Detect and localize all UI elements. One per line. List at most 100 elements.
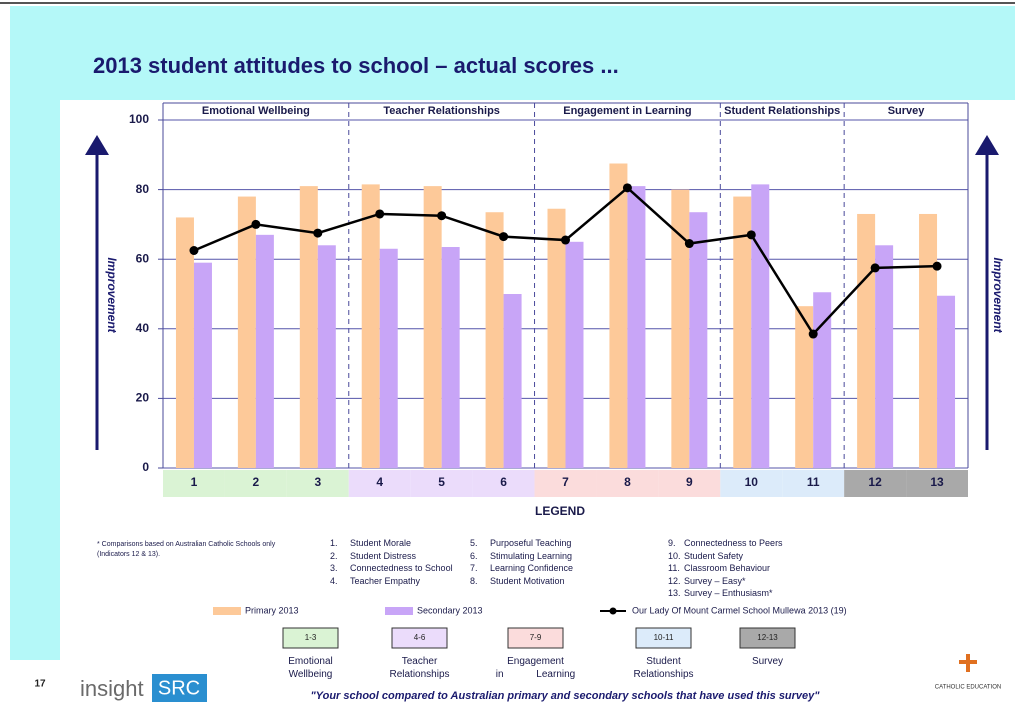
indicator-number: 13. [668,588,681,598]
indicator-number: 11. [668,563,680,573]
line-marker [622,183,632,193]
indicator-name: Connectedness to Peers [684,538,783,548]
x-tick-label: 10 [745,475,759,489]
bar [565,241,584,468]
bar [689,212,708,468]
indicator-number: 7. [470,563,478,573]
line-marker [808,329,818,339]
group-legend-box [739,627,796,649]
group-legend-range: 4-6 [414,633,426,642]
group-legend-box [282,627,339,649]
legend-label: Primary 2013 [245,605,299,615]
x-tick-label: 7 [562,475,569,489]
y-axis-label: Improvement [105,257,119,333]
group-legend-label: Survey [751,656,784,667]
bar [193,262,212,468]
category-band [163,470,225,497]
line-marker [870,263,880,273]
bar [547,208,566,469]
x-tick-label: 8 [624,475,631,489]
category-band [410,470,473,497]
y-axis-label-right: Improvement [991,257,1005,333]
logo-text-box: SRC [158,677,200,699]
header-band [10,6,1015,100]
bar [609,163,628,468]
indicator-name: Student Morale [350,538,412,548]
group-legend-label: Student Relationships [633,656,694,680]
bar [875,245,894,468]
category-band [720,470,783,497]
group-legend-range: 10-11 [654,633,674,642]
indicator-number: 12. [668,575,681,586]
line-marker [746,230,756,240]
bar [237,196,256,468]
bar [503,294,522,468]
indicator-name: Learning Confidence [490,563,574,573]
group-legend-range: 7-9 [530,633,542,642]
category-band [906,470,968,497]
group-header: Teacher Relationships [383,105,500,117]
bar [627,186,646,468]
bar [751,184,770,468]
category-band [472,470,535,497]
indicator-number: 8. [470,575,478,586]
legend-marker [609,607,617,615]
bar [485,212,504,468]
side-band [10,100,60,660]
group-legend-label: Emotional Wellbeing [288,656,333,680]
legend-label: Secondary 2013 [417,605,483,615]
org-name: CATHOLIC EDUCATION [935,685,1001,691]
indicator-name: Connectedness to School [350,563,453,573]
logo-box [152,674,207,702]
group-header: Emotional Wellbeing [202,105,310,117]
indicator-name: Survey – Enthusiasm* [684,588,773,598]
arrow-head-right [975,135,999,155]
indicator-number: 6. [470,550,478,561]
legend-title: LEGEND [535,504,585,518]
group-header: Student Relationships [724,105,840,117]
line-marker [313,228,323,238]
x-tick-label: 2 [253,475,260,489]
indicator-name: Student Motivation [490,575,565,586]
indicator-number: 4. [330,575,338,586]
line-marker [375,209,385,219]
legend-swatch [213,607,241,615]
y-tick-label: 40 [136,321,150,335]
group-legend-range: 12-13 [757,633,778,642]
group-header: Survey [888,105,926,117]
indicator-number: 10. [668,550,681,561]
group-legend-box [635,627,692,649]
org-cross-h [959,660,977,664]
category-band [348,470,411,497]
bar [671,189,690,468]
quote: "Your school compared to Australian prim… [310,690,820,702]
line-marker [561,235,570,245]
group-legend-label: Teacher Relationships [389,656,450,680]
group-legend-box [391,627,448,649]
x-tick-label: 5 [438,475,445,489]
category-band [596,470,659,497]
bar [795,306,814,468]
category-band [844,470,907,497]
group-header: Engagement in Learning [563,105,691,117]
y-tick-label: 100 [129,112,149,126]
y-tick-label: 0 [142,460,149,474]
group-legend-range: 1-3 [305,633,317,642]
page-number: 17 [34,679,46,690]
bar [919,213,938,468]
group-legend-box [507,627,564,649]
legend-label: Our Lady Of Mount Carmel School Mullewa … [632,605,847,615]
line-marker [251,219,261,229]
indicator-name: Stimulating Learning [490,550,573,561]
chart-title: 2013 student attitudes to school – actua… [93,53,619,78]
line-marker [684,239,694,249]
indicator-number: 3. [330,563,338,573]
bar [379,248,398,468]
category-band [224,470,287,497]
arrow-head-left [85,135,109,155]
indicator-name: Student Safety [684,550,744,561]
bar [423,186,442,468]
bar [733,196,752,468]
indicator-number: 9. [668,538,676,548]
